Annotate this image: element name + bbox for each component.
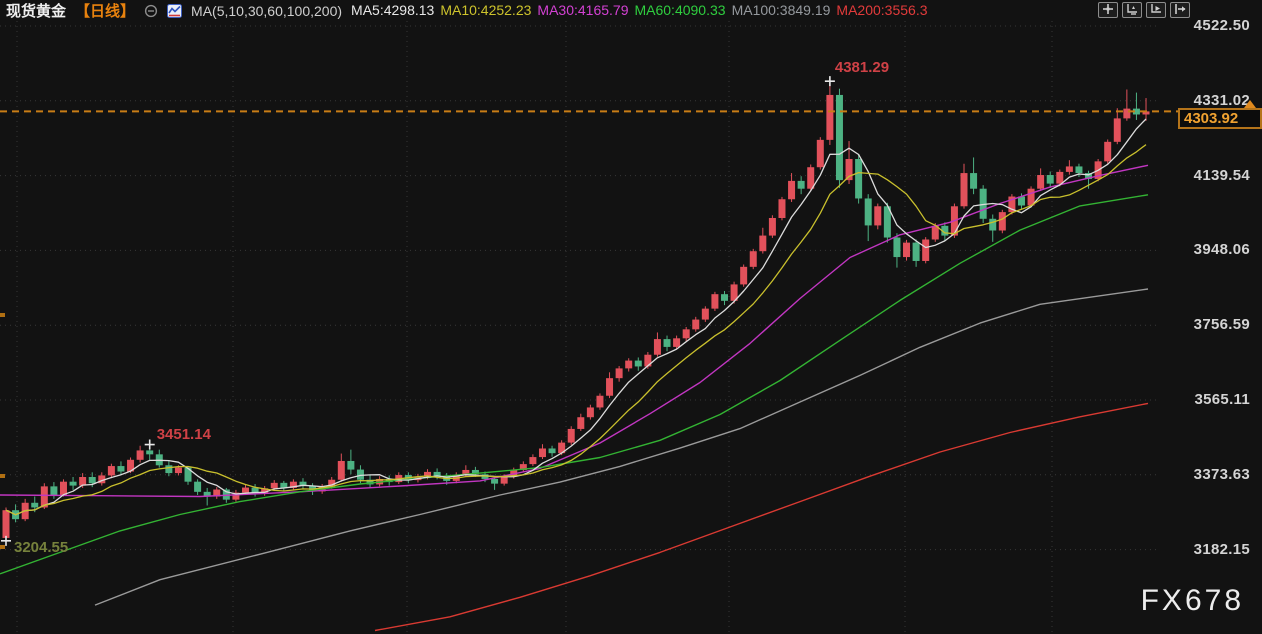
circle-minus-icon[interactable] <box>144 4 158 18</box>
chart-header: 现货黄金 【日线】 MA(5,10,30,60,100,200) MA5:429… <box>0 0 1262 21</box>
y-axis-tick-label: 3182.15 <box>1193 540 1250 558</box>
pan-icon <box>1101 3 1115 18</box>
current-price-arrow-icon <box>1244 100 1256 109</box>
indicator-chart-icon[interactable] <box>167 3 183 18</box>
ma-settings-label[interactable]: MA(5,10,30,60,100,200) <box>191 2 343 19</box>
low-price-label: 3204.55 <box>14 538 69 556</box>
y-axis-tick-label: 4331.02 <box>1193 91 1250 109</box>
watermark: FX678 <box>1140 584 1244 617</box>
ma-legend-item: MA200:3556.3 <box>836 1 928 18</box>
y-axis-scale-button[interactable] <box>1122 2 1142 18</box>
left-edge-marker <box>0 474 5 478</box>
ma-legend-item: MA10:4252.23 <box>440 1 532 18</box>
ma-values: MA5:4298.13 MA10:4252.23 MA30:4165.79 MA60:… <box>351 2 933 20</box>
ma-legend-item: MA100:3849.19 <box>731 1 831 18</box>
y-axis-tick-label: 3565.11 <box>1194 391 1250 408</box>
playback-icon <box>1149 3 1163 18</box>
jump-to-latest-icon <box>1173 3 1187 18</box>
high-price-label: 4381.29 <box>834 59 890 77</box>
y-axis-tick-label: 4522.50 <box>1193 17 1250 34</box>
swing-high-price-label: 3451.14 <box>156 425 211 443</box>
ma-legend-item: MA5:4298.13 <box>351 1 435 18</box>
jump-to-latest-button[interactable] <box>1170 2 1190 18</box>
left-edge-marker <box>0 545 5 549</box>
period-label[interactable]: 【日线】 <box>75 3 136 20</box>
current-price-tag: 4303.92 <box>1178 108 1262 130</box>
left-edge-marker <box>0 313 5 317</box>
y-axis-tick-label: 3373.63 <box>1193 465 1250 483</box>
y-axis-scale-icon <box>1125 3 1139 18</box>
chart-toolbar <box>1098 2 1190 18</box>
ma-legend-item: MA30:4165.79 <box>537 1 629 18</box>
pan-button[interactable] <box>1098 2 1118 18</box>
y-axis-tick-label: 3948.06 <box>1193 241 1250 259</box>
y-axis-tick-label: 4139.54 <box>1193 166 1250 184</box>
y-axis-tick-label: 3756.59 <box>1193 316 1250 334</box>
ma-legend-item: MA60:4090.33 <box>634 1 726 18</box>
symbol-title: 现货黄金 <box>6 3 67 20</box>
playback-button[interactable] <box>1146 2 1166 18</box>
